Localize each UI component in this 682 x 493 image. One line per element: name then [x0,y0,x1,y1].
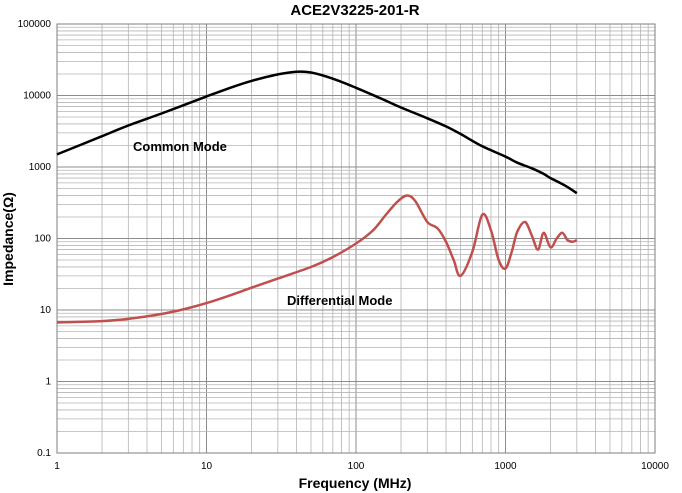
y-tick-label: 1000 [29,162,52,173]
y-tick-label: 100 [34,234,51,245]
common-mode-line [56,70,578,195]
differential-mode-line [56,194,578,324]
y-tick-label: 1 [45,377,51,388]
x-tick-label: 10 [201,461,213,472]
series-lines [56,70,578,324]
x-tick-label: 1000 [494,461,517,472]
x-tick-label: 10000 [641,461,669,472]
y-tick-label: 10000 [23,91,51,102]
y-tick-label: 10 [40,305,52,316]
plot-frame [56,23,656,454]
y-tick-label: 0.1 [37,448,51,459]
annotation-common-mode: Common Mode [133,139,227,154]
x-axis-title: Frequency (MHz) [299,475,412,491]
y-axis-title: Impedance(Ω) [0,192,16,286]
x-tick-label: 100 [348,461,365,472]
chart-title: ACE2V3225-201-R [290,2,419,19]
grid-lines [56,24,655,454]
x-tick-label: 1 [54,461,60,472]
y-tick-label: 100000 [18,19,52,30]
annotation-differential-mode: Differential Mode [287,293,392,308]
